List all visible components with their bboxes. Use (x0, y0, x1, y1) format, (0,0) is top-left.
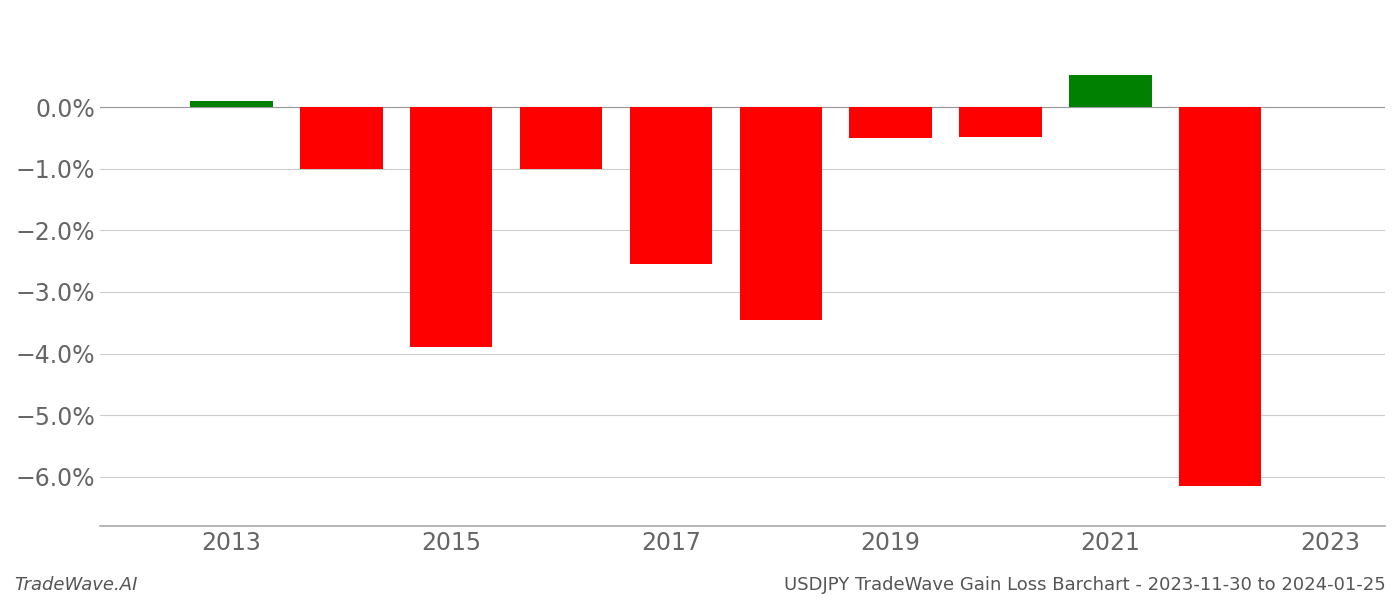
Bar (300, 107, 382, 169)
Text: TradeWave.AI: TradeWave.AI (14, 576, 137, 594)
Bar (1179, 107, 1261, 486)
Bar (850, 107, 932, 138)
Bar (190, 101, 273, 107)
Text: USDJPY TradeWave Gain Loss Barchart - 2023-11-30 to 2024-01-25: USDJPY TradeWave Gain Loss Barchart - 20… (784, 576, 1386, 594)
Bar (410, 107, 493, 347)
Bar (519, 107, 602, 169)
Bar (630, 107, 713, 264)
Bar (1070, 75, 1152, 107)
Bar (739, 107, 822, 320)
Bar (959, 107, 1042, 137)
